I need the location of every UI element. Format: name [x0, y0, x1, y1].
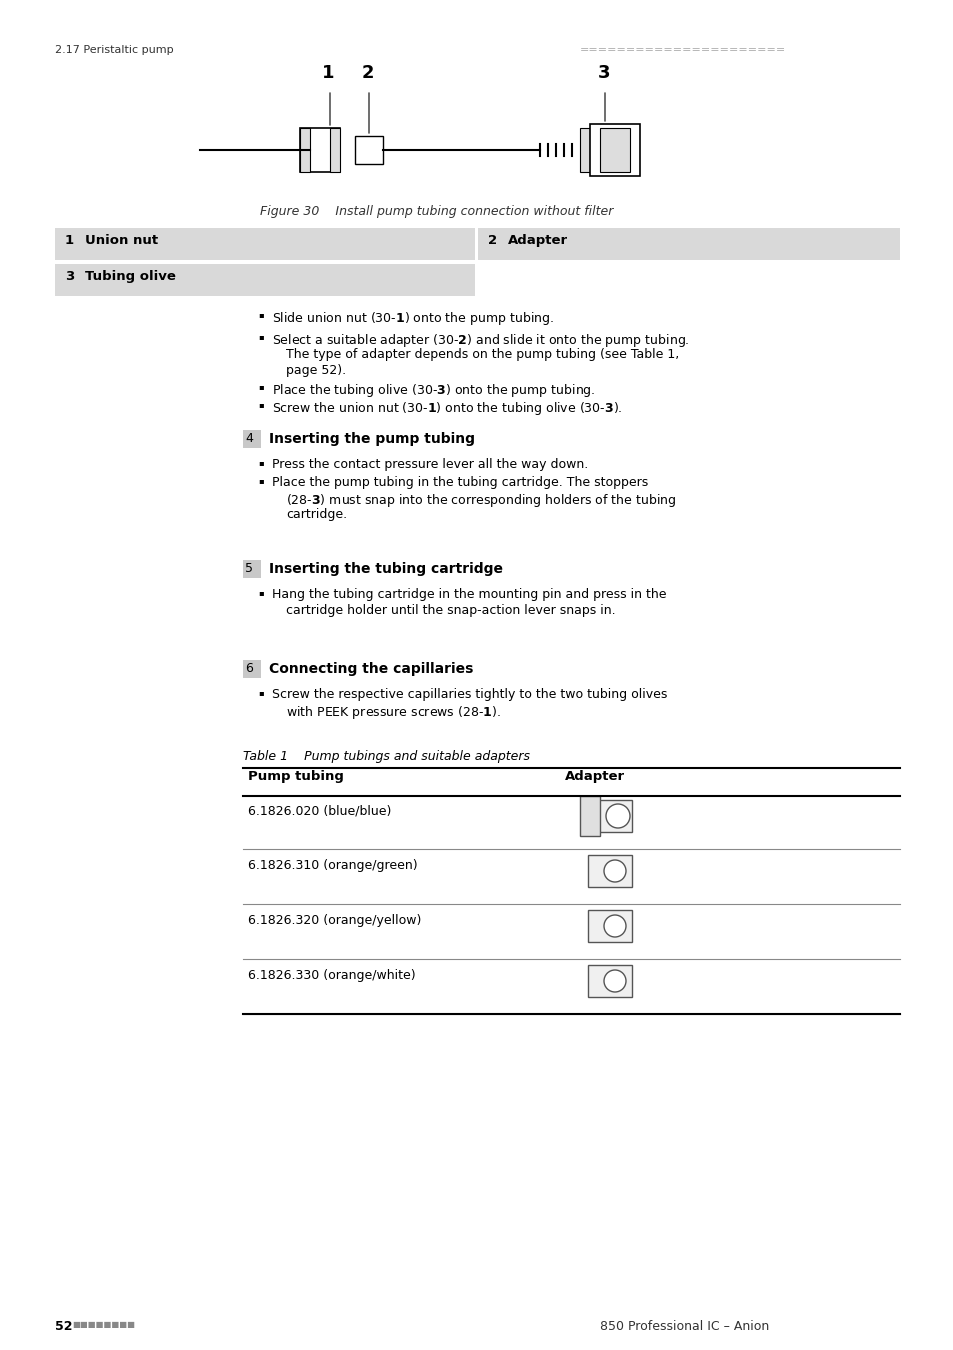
Text: 1: 1 [322, 63, 335, 82]
Bar [579, 128, 589, 171]
Bar [55, 265, 475, 296]
Text: cartridge holder until the snap-action lever snaps in.: cartridge holder until the snap-action l… [286, 603, 615, 617]
Text: ▪: ▪ [257, 382, 263, 391]
Text: 6.1826.330 (orange/white): 6.1826.330 (orange/white) [248, 969, 416, 981]
Text: 850 Professional IC – Anion: 850 Professional IC – Anion [599, 1320, 768, 1332]
Text: with PEEK pressure screws (28-$\mathbf{1}$).: with PEEK pressure screws (28-$\mathbf{1… [286, 703, 500, 721]
Text: ■■■■■■■■: ■■■■■■■■ [71, 1320, 135, 1328]
Bar [477, 228, 899, 261]
Text: ▪: ▪ [257, 477, 263, 485]
Text: Adapter: Adapter [564, 769, 624, 783]
Text: page 52).: page 52). [286, 364, 346, 377]
Bar [587, 910, 631, 942]
Text: The type of adapter depends on the pump tubing (see Table 1,: The type of adapter depends on the pump … [286, 348, 679, 360]
Text: ▪: ▪ [257, 688, 263, 697]
Text: 5: 5 [245, 562, 253, 575]
Text: ======================: ====================== [579, 45, 785, 55]
Bar [587, 855, 631, 887]
Text: 4: 4 [245, 432, 253, 446]
Text: Hang the tubing cartridge in the mounting pin and press in the: Hang the tubing cartridge in the mountin… [272, 589, 666, 601]
Bar [299, 128, 310, 171]
Text: 6.1826.320 (orange/yellow): 6.1826.320 (orange/yellow) [248, 914, 421, 927]
Bar [599, 128, 629, 171]
Bar [55, 228, 475, 261]
Text: 3: 3 [598, 63, 610, 82]
Text: 2: 2 [361, 63, 375, 82]
Text: 6: 6 [245, 662, 253, 675]
Text: ▪: ▪ [257, 458, 263, 467]
Text: ▪: ▪ [257, 310, 263, 319]
Text: 6.1826.020 (blue/blue): 6.1826.020 (blue/blue) [248, 805, 391, 817]
Text: Place the tubing olive (30-$\mathbf{3}$) onto the pump tubing.: Place the tubing olive (30-$\mathbf{3}$)… [272, 382, 595, 400]
Text: 2.17 Peristaltic pump: 2.17 Peristaltic pump [55, 45, 173, 55]
Text: 2: 2 [488, 234, 497, 247]
Text: ▪: ▪ [257, 400, 263, 409]
Text: cartridge.: cartridge. [286, 508, 347, 521]
Circle shape [603, 915, 625, 937]
Text: Inserting the tubing cartridge: Inserting the tubing cartridge [269, 562, 502, 576]
Text: (28-$\mathbf{3}$) must snap into the corresponding holders of the tubing: (28-$\mathbf{3}$) must snap into the cor… [286, 491, 676, 509]
Text: Screw the respective capillaries tightly to the two tubing olives: Screw the respective capillaries tightly… [272, 688, 667, 701]
Bar [243, 431, 261, 448]
Text: Pump tubing: Pump tubing [248, 769, 343, 783]
Text: Connecting the capillaries: Connecting the capillaries [269, 662, 473, 676]
Bar [587, 801, 631, 832]
Text: ▪: ▪ [257, 589, 263, 597]
Text: ▪: ▪ [257, 332, 263, 342]
Text: Table 1    Pump tubings and suitable adapters: Table 1 Pump tubings and suitable adapte… [243, 751, 530, 763]
Text: 52: 52 [55, 1320, 72, 1332]
Bar [299, 128, 339, 171]
Bar [589, 124, 639, 176]
Text: Place the pump tubing in the tubing cartridge. The stoppers: Place the pump tubing in the tubing cart… [272, 477, 648, 489]
Circle shape [603, 971, 625, 992]
Text: Inserting the pump tubing: Inserting the pump tubing [269, 432, 475, 446]
Text: 6.1826.310 (orange/green): 6.1826.310 (orange/green) [248, 859, 417, 872]
Bar [243, 560, 261, 578]
Text: Union nut: Union nut [85, 234, 158, 247]
Bar [587, 965, 631, 998]
Bar [243, 660, 261, 678]
Text: Select a suitable adapter (30-$\mathbf{2}$) and slide it onto the pump tubing.: Select a suitable adapter (30-$\mathbf{2… [272, 332, 689, 350]
Text: 3: 3 [65, 270, 74, 284]
Bar [579, 796, 599, 836]
Circle shape [603, 860, 625, 882]
Text: 1: 1 [65, 234, 74, 247]
Text: Slide union nut (30-$\mathbf{1}$) onto the pump tubing.: Slide union nut (30-$\mathbf{1}$) onto t… [272, 310, 554, 327]
Text: Screw the union nut (30-$\mathbf{1}$) onto the tubing olive (30-$\mathbf{3}$).: Screw the union nut (30-$\mathbf{1}$) on… [272, 400, 622, 417]
Bar [330, 128, 339, 171]
Text: Figure 30    Install pump tubing connection without filter: Figure 30 Install pump tubing connection… [260, 205, 613, 217]
Text: Tubing olive: Tubing olive [85, 270, 175, 284]
Circle shape [605, 805, 629, 828]
Text: Press the contact pressure lever all the way down.: Press the contact pressure lever all the… [272, 458, 588, 471]
Text: Adapter: Adapter [507, 234, 568, 247]
Bar [355, 136, 382, 163]
